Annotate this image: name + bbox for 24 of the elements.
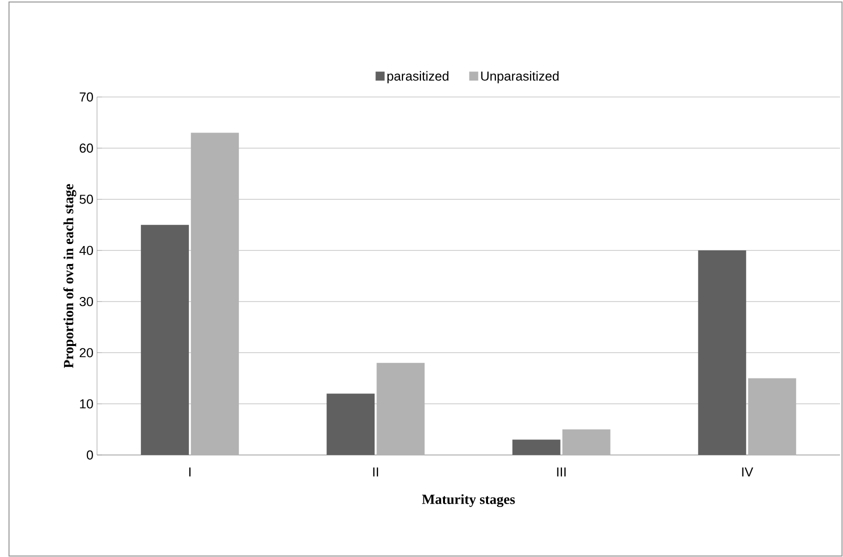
y-tick-label: 50 [80, 194, 93, 204]
x-axis-title: Maturity stages [422, 494, 515, 508]
bar [376, 362, 425, 455]
legend-label: parasitized [387, 71, 448, 84]
bar [698, 250, 746, 455]
legend-label: Unparasitized [481, 71, 559, 84]
bar [512, 440, 560, 455]
x-tick-label: I [189, 468, 190, 476]
bar [190, 132, 239, 455]
bar [748, 378, 796, 455]
bar [326, 394, 375, 455]
x-tick-label: II [373, 468, 378, 476]
y-tick-label: 20 [80, 348, 93, 358]
y-tick-label: 70 [80, 92, 93, 102]
y-tick-label: 0 [86, 450, 93, 460]
x-tick-label: III [557, 468, 566, 476]
x-tick-label: IV [742, 468, 754, 476]
y-tick-label: 10 [80, 399, 93, 408]
y-axis-title: Proportion of ova in each stage [63, 184, 76, 368]
bar [562, 429, 610, 455]
bar [140, 224, 189, 455]
y-tick-label: 40 [79, 246, 93, 255]
y-tick-label: 60 [80, 144, 93, 153]
y-tick-label: 30 [80, 296, 93, 306]
